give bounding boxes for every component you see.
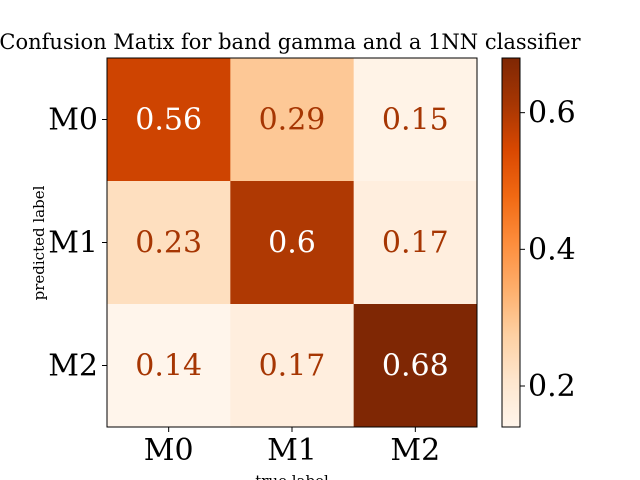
cell-value-label: 0.17 xyxy=(259,349,326,384)
cell-value-label: 0.6 xyxy=(268,226,316,261)
cell-value-label: 0.15 xyxy=(382,103,449,138)
cell-value-label: 0.23 xyxy=(135,226,202,261)
y-tick-label: M1 xyxy=(48,226,98,261)
heatmap-cell xyxy=(107,58,231,182)
cell-value-label: 0.68 xyxy=(382,349,449,384)
heatmap-cell-labels: 0.56 0.29 0.15 0.23 0.6 0.17 0.14 0.17 0.68 xyxy=(135,103,448,384)
heatmap-cell xyxy=(230,181,355,305)
x-tick-label: M1 xyxy=(267,433,317,468)
colorbar-ticks: 0.2 0.4 0.6 xyxy=(520,96,576,404)
heatmap-cell xyxy=(230,58,355,182)
colorbar xyxy=(501,57,521,428)
x-axis-label: true label xyxy=(255,472,329,480)
cell-value-label: 0.14 xyxy=(135,349,202,384)
heatmap-cell xyxy=(353,181,478,305)
heatmap-cell xyxy=(230,304,355,428)
cell-value-label: 0.29 xyxy=(259,103,326,138)
heatmap-cells xyxy=(107,58,478,428)
y-tick-label: M2 xyxy=(48,349,98,384)
y-tick-label: M0 xyxy=(48,103,98,138)
x-tick-label: M2 xyxy=(390,433,440,468)
heatmap-cell xyxy=(107,304,231,428)
y-axis-label: predicted label xyxy=(30,185,48,300)
x-axis-ticks: M0 M1 M2 xyxy=(144,427,440,468)
colorbar-tick-label: 0.4 xyxy=(528,232,576,267)
heatmap-cell xyxy=(353,58,478,182)
y-axis-ticks: M0 M1 M2 xyxy=(48,103,107,384)
x-tick-label: M0 xyxy=(144,433,194,468)
colorbar-tick-label: 0.2 xyxy=(528,369,576,404)
chart-title: Confusion Matix for band gamma and a 1NN… xyxy=(0,30,582,54)
heatmap-cell xyxy=(107,181,231,305)
cell-value-label: 0.17 xyxy=(382,226,449,261)
colorbar-tick-label: 0.6 xyxy=(528,96,576,131)
heatmap-cell xyxy=(353,304,478,428)
cell-value-label: 0.56 xyxy=(135,103,202,138)
